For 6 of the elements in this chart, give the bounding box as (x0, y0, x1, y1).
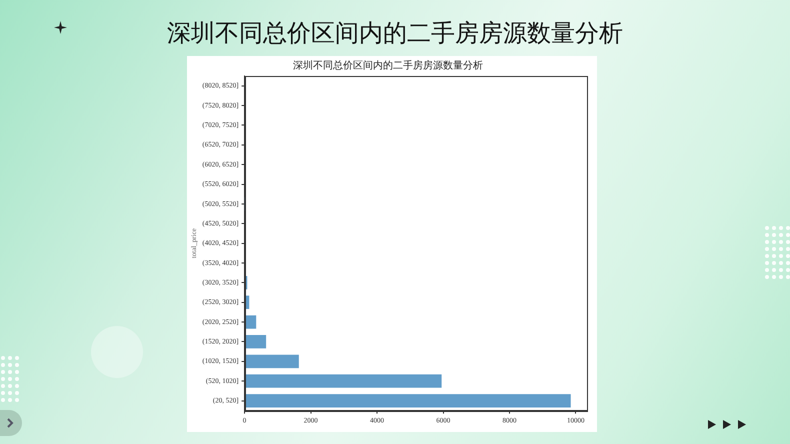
bar (245, 354, 299, 368)
bar (245, 394, 571, 408)
chart-subtitle: 深圳不同总价区间内的二手房房源数量分析 (293, 60, 483, 72)
bar (245, 335, 266, 348)
bar (245, 374, 442, 388)
chart-title: 深圳不同总价区间内的二手房房源数量分析 (166, 18, 624, 49)
